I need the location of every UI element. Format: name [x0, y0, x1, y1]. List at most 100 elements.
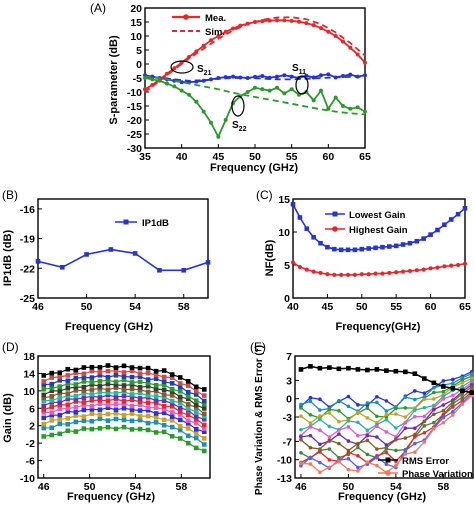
x-tick-label: 60 [425, 301, 437, 313]
x-tick-label: 58 [175, 481, 187, 493]
data-point [157, 78, 162, 83]
panel-a-legend: Mea. Sim. [172, 13, 226, 38]
plot-frame [292, 198, 466, 299]
data-point [193, 416, 199, 422]
data-point [365, 367, 370, 373]
data-point [422, 376, 427, 381]
data-point [129, 411, 135, 416]
panel-e-xlabel: Frequency (GHz) [338, 491, 426, 503]
data-point [460, 402, 465, 407]
data-point [201, 436, 207, 441]
data-point [441, 384, 446, 389]
data-point [319, 73, 323, 78]
y-tick-label: 7 [286, 351, 292, 363]
panel-a-annotations: S21 S11 S22 [170, 60, 309, 133]
data-point [327, 365, 332, 370]
data-point [177, 384, 183, 390]
y-tick-label: -22 [20, 263, 35, 275]
data-point [81, 426, 87, 431]
data-point [413, 397, 417, 402]
data-point [318, 270, 323, 276]
data-point [73, 393, 79, 399]
data-point [356, 465, 360, 470]
data-point [113, 368, 119, 374]
data-point [97, 412, 103, 418]
panel-b-chart: (B) Frequency (GHz) IP1dB (dB) 46 50 54 58 -… [2, 188, 211, 333]
data-point [89, 407, 95, 412]
data-point [145, 370, 151, 376]
data-point [327, 458, 332, 462]
data-point [384, 417, 389, 422]
data-point [365, 401, 370, 405]
data-point [341, 104, 345, 108]
data-point [441, 397, 446, 401]
data-point [129, 374, 135, 380]
data-point [231, 26, 235, 31]
data-point [435, 265, 440, 270]
data-point [165, 71, 169, 76]
data-point [41, 410, 47, 415]
data-point [97, 369, 103, 375]
data-point [462, 205, 468, 211]
data-point [201, 43, 206, 48]
data-point [113, 390, 119, 396]
data-point [308, 364, 313, 369]
data-point [332, 272, 337, 277]
data-point [318, 408, 322, 412]
data-point [289, 87, 294, 92]
data-point [177, 405, 183, 411]
data-point [157, 267, 162, 273]
data-point [169, 393, 175, 398]
data-point [384, 409, 389, 413]
data-point [201, 429, 207, 434]
legend-label-rms-error: RMS Error [402, 456, 449, 467]
data-point [177, 397, 183, 403]
data-point [400, 269, 406, 274]
data-point [81, 400, 87, 405]
y-tick-label: -10 [20, 473, 35, 485]
data-point [201, 393, 207, 398]
data-point [153, 376, 159, 381]
data-point [308, 445, 313, 450]
data-point [153, 386, 159, 392]
data-point [319, 26, 323, 31]
data-point [365, 428, 370, 433]
data-point [282, 18, 287, 23]
data-point [105, 405, 111, 411]
x-tick-label: 54 [129, 301, 141, 313]
data-point [108, 247, 114, 252]
data-point [177, 400, 183, 406]
data-point [327, 447, 332, 451]
data-point [105, 424, 111, 430]
legend-label-highest-gain: Highest Gain [349, 225, 408, 236]
data-point [177, 417, 183, 423]
data-point [169, 375, 175, 380]
data-point [341, 74, 345, 79]
data-point [193, 426, 199, 432]
data-point [432, 385, 436, 390]
x-tick-label: 40 [176, 151, 188, 163]
data-point [57, 395, 63, 401]
s21-annotation: S21 [197, 64, 212, 77]
data-point [187, 92, 191, 97]
x-tick-label: 40 [287, 301, 299, 313]
data-point [345, 247, 351, 253]
data-point [145, 380, 151, 386]
data-point [317, 365, 323, 371]
data-point [89, 392, 95, 397]
x-tick-label: 45 [212, 151, 224, 163]
data-point [201, 406, 207, 411]
data-point [432, 397, 436, 401]
data-point [413, 414, 417, 419]
data-point [387, 244, 392, 249]
data-point [318, 442, 322, 447]
data-point [65, 421, 71, 427]
data-point [193, 431, 199, 436]
data-point [49, 404, 55, 410]
data-point [97, 416, 103, 422]
data-point [422, 440, 427, 444]
data-point [333, 34, 338, 38]
data-point [177, 388, 183, 394]
data-point [193, 402, 199, 408]
y-tick-label: 5 [284, 260, 290, 272]
